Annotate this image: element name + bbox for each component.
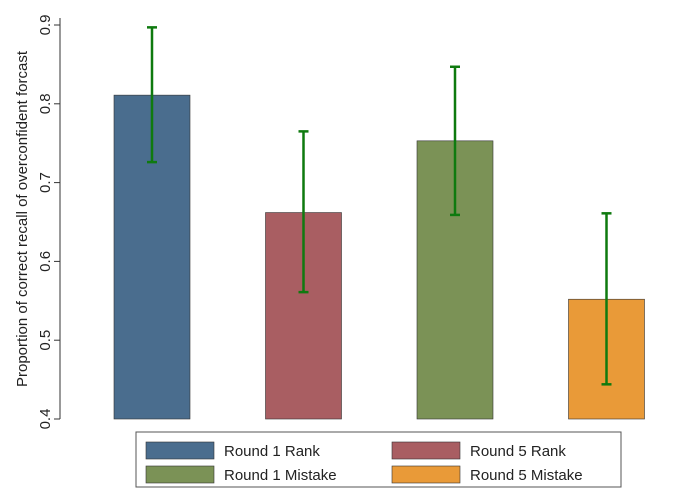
legend-swatch [391, 441, 461, 460]
legend-frame [135, 431, 622, 488]
legend-swatch [391, 465, 461, 484]
y-tick-label: 0.5 [37, 330, 54, 351]
y-axis-title: Proportion of correct recall of overconf… [14, 50, 31, 387]
y-tick-label: 0.6 [37, 251, 54, 272]
y-tick-label: 0.7 [37, 172, 54, 193]
legend-label: Round 1 Rank [224, 443, 320, 460]
legend: Round 1 Rank Round 5 Rank Round 1 Mistake R… [135, 431, 622, 488]
legend-swatch [145, 441, 215, 460]
legend-label: Round 1 Mistake [224, 467, 337, 484]
legend-label: Round 5 Rank [470, 443, 566, 460]
error-bars [147, 26, 612, 386]
y-tick-label: 0.4 [37, 409, 54, 430]
legend-label: Round 5 Mistake [470, 467, 583, 484]
y-tick-label: 0.9 [37, 15, 54, 36]
y-tick-label: 0.8 [37, 93, 54, 114]
bars [113, 94, 645, 420]
legend-swatch [145, 465, 215, 484]
y-axis-ticks: 0.4 0.5 0.6 0.7 0.8 0.9 [37, 15, 60, 430]
